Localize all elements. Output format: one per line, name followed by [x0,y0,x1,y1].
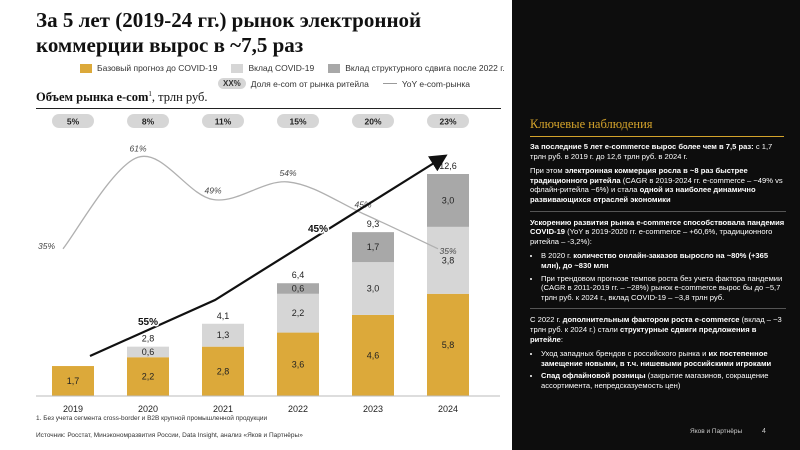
bar-segment [202,323,244,347]
chart-title-rule [36,108,501,109]
share-label: 15% [289,117,306,127]
list-item: В 2020 г. количество онлайн-заказов выро… [541,251,786,270]
legend-item-covid: Вклад COVID-19 [231,63,314,73]
share-pill [127,114,169,128]
list-item: Уход западных брендов с российского рынк… [541,349,786,368]
yoy-label: 35% [439,246,456,256]
panel-title: Ключевые наблюдения [530,117,653,131]
share-label: 8% [142,117,155,127]
share-pill [202,114,244,128]
legend-row-2: XX% Доля e-com от рынка ритейла YoY e-com… [218,78,484,89]
yoy-label: 54% [279,168,296,178]
share-label: 11% [215,117,232,127]
bar-segment [427,174,469,227]
observation-2: При этом электронная коммерция росла в ~… [530,166,783,204]
ecom-market-chart: 5% 8% 11% 15% 20% 23% 1,7 2,2 2,8 3,6 4,6 5,8 0,6 1,3… [36,114,500,414]
observation-3-list: В 2020 г. количество онлайн-заказов выро… [530,251,786,302]
bar-segment [427,293,469,396]
legend-swatch-structural [328,63,341,73]
observations-panel: Ключевые наблюдения За последние 5 лет e… [512,0,800,450]
legend-item-base: Базовый прогноз до COVID-19 [80,63,217,73]
legend-line-yoy [382,83,397,84]
x-tick-label: 2024 [438,404,458,414]
total-label: 6,4 [292,270,305,280]
bar-segment [127,346,169,358]
bar-segment [277,293,319,333]
chart-title: Объем рынка e-com1, трлн руб. [36,90,208,105]
legend-share-badge: XX% [218,78,246,89]
bar-segment [202,346,244,396]
x-tick-label: 2023 [363,404,383,414]
segment-label: 2,2 [142,372,155,382]
x-tick-label: 2020 [138,404,158,414]
segment-label: 1,7 [367,242,380,252]
share-label: 20% [364,117,381,127]
yoy-label: 49% [204,186,221,196]
page-number: 4 [762,428,766,435]
share-label: 5% [67,117,80,127]
total-label: 4,1 [217,311,230,321]
total-label: 12,6 [439,161,457,171]
source-note: Источник: Росстат, Минэкономразвития Рос… [36,432,303,439]
cagr-label: 45% [308,224,328,235]
segment-label: 3,0 [367,284,380,294]
segment-label: 2,8 [217,366,230,376]
brand-logo: Яков и Партнёры [690,428,743,435]
segment-label: 1,3 [217,330,230,340]
panel-body: За последние 5 лет e-commerce вырос боле… [530,142,786,394]
list-item: Спад офлайновой розницы (закрытие магази… [541,371,786,390]
x-tick-label: 2019 [63,404,83,414]
panel-divider [530,210,786,212]
legend-swatch-covid [231,63,244,73]
legend-swatch-base [80,63,92,73]
segment-label: 2,2 [292,308,305,318]
observation-4: С 2022 г. дополнительным фактором роста … [530,315,782,344]
segment-label: 4,6 [367,350,380,360]
x-tick-label: 2022 [288,404,308,414]
bar-segment [277,332,319,396]
share-pill [427,114,469,128]
list-item: При трендовом прогнозе темпов роста без … [541,274,786,303]
segment-label: 0,6 [292,284,305,294]
share-label: 23% [439,117,456,127]
segment-label: 3,6 [292,359,305,369]
bar-segment [127,357,169,396]
panel-title-rule [530,136,784,137]
observation-1: За последние 5 лет e-commerce вырос боле… [530,142,773,161]
observation-3: Ускорению развития рынка e-commerce спос… [530,217,785,246]
bar-segment [277,283,319,294]
share-pill [52,114,94,128]
bar-segment [352,314,394,396]
segment-label: 0,6 [142,347,155,357]
legend-item-yoy: YoY e-com-рынка [382,79,470,89]
panel-divider [530,308,786,310]
footnote: 1. Без учета сегмента cross-border и B2B… [36,415,268,422]
bar-segment [427,226,469,294]
segment-label: 5,8 [442,340,455,350]
cagr-label: 55% [138,317,158,328]
total-label: 9,3 [367,219,380,229]
bar-segment [352,232,394,263]
segment-label: 1,7 [67,376,80,386]
yoy-label: 61% [129,143,146,153]
yoy-line [62,155,439,250]
segment-label: 3,8 [442,255,455,265]
segment-label: 3,0 [442,195,455,205]
yoy-label: 45% [354,200,371,210]
bar-segment [352,262,394,315]
legend-row-1: Базовый прогноз до COVID-19 Вклад COVID-… [80,63,519,73]
share-pill [277,114,319,128]
cagr-arrow [89,154,448,358]
observation-4-list: Уход западных брендов с российского рынк… [530,349,786,390]
share-pill [352,114,394,128]
total-label: 2,8 [142,334,155,344]
page-title: За 5 лет (2019-24 гг.) рынок электронной… [36,8,422,57]
yoy-label: 35% [38,241,55,251]
legend-item-structural: Вклад структурного сдвига после 2022 г. [328,63,505,73]
x-tick-label: 2021 [213,404,233,414]
bar-segment [52,366,94,396]
legend-item-share: XX% Доля e-com от рынка ритейла [218,78,369,89]
